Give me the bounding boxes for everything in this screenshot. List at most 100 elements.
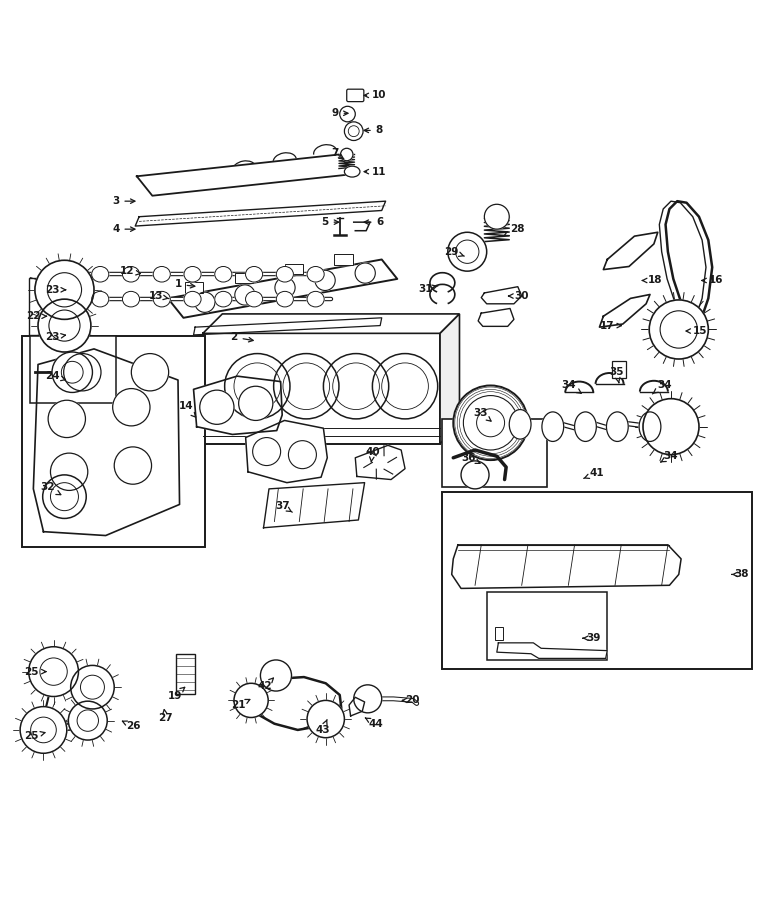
Circle shape [29, 647, 79, 697]
Polygon shape [203, 314, 460, 333]
Text: 25: 25 [25, 731, 45, 742]
Ellipse shape [215, 266, 232, 282]
Bar [284, 264, 303, 274]
Text: 21: 21 [231, 699, 250, 710]
Text: 11: 11 [364, 166, 386, 176]
Circle shape [224, 354, 290, 418]
Ellipse shape [245, 292, 263, 307]
Text: 7: 7 [331, 148, 344, 159]
Ellipse shape [277, 292, 294, 307]
Circle shape [340, 148, 353, 161]
Ellipse shape [92, 266, 109, 282]
Text: 32: 32 [40, 482, 61, 495]
Polygon shape [193, 376, 282, 435]
Text: 23: 23 [44, 332, 65, 342]
Circle shape [448, 232, 487, 271]
Ellipse shape [153, 292, 171, 307]
Polygon shape [245, 420, 327, 482]
Ellipse shape [575, 412, 597, 441]
Ellipse shape [122, 292, 139, 307]
Bar [442, 418, 548, 487]
Bar [487, 591, 608, 660]
Bar [175, 653, 195, 694]
Polygon shape [349, 698, 365, 716]
Circle shape [273, 354, 339, 418]
Bar [334, 255, 353, 266]
Polygon shape [604, 232, 657, 270]
Text: 26: 26 [122, 721, 140, 731]
Circle shape [52, 352, 93, 392]
Ellipse shape [307, 292, 324, 307]
Ellipse shape [307, 266, 324, 282]
Text: 24: 24 [44, 371, 65, 381]
Text: 28: 28 [504, 224, 524, 236]
Bar [442, 492, 752, 670]
Bar [23, 336, 205, 547]
Text: 34: 34 [661, 451, 679, 462]
Circle shape [132, 354, 169, 391]
Text: 42: 42 [258, 678, 273, 691]
Circle shape [307, 700, 344, 738]
Circle shape [51, 453, 88, 490]
Circle shape [35, 260, 94, 320]
Text: 8: 8 [364, 125, 383, 135]
Ellipse shape [542, 412, 564, 441]
Text: 3: 3 [112, 196, 135, 206]
Ellipse shape [277, 266, 294, 282]
Circle shape [372, 354, 438, 418]
Text: 34: 34 [561, 380, 581, 393]
Text: 40: 40 [365, 446, 379, 463]
Text: 34: 34 [653, 380, 672, 394]
Ellipse shape [509, 410, 531, 439]
Circle shape [64, 354, 101, 391]
Circle shape [643, 399, 699, 454]
Bar [185, 282, 203, 292]
Bar [185, 282, 203, 292]
Bar [234, 273, 253, 284]
Circle shape [344, 122, 363, 140]
Text: 16: 16 [702, 275, 724, 285]
FancyBboxPatch shape [347, 89, 364, 102]
Bar [334, 255, 353, 266]
Text: 4: 4 [112, 224, 135, 234]
Text: 39: 39 [583, 634, 601, 643]
Circle shape [48, 400, 86, 437]
Text: 31: 31 [418, 284, 438, 294]
Polygon shape [355, 446, 405, 480]
Text: 25: 25 [25, 667, 46, 677]
Ellipse shape [607, 412, 628, 441]
Text: 12: 12 [119, 266, 140, 276]
Circle shape [354, 685, 382, 713]
Circle shape [69, 701, 108, 740]
Ellipse shape [184, 292, 201, 307]
Polygon shape [481, 287, 522, 304]
Circle shape [20, 706, 67, 753]
Ellipse shape [184, 266, 201, 282]
Polygon shape [168, 259, 397, 318]
Text: 27: 27 [158, 709, 173, 724]
Polygon shape [600, 294, 650, 327]
Bar [495, 627, 503, 640]
Ellipse shape [153, 266, 171, 282]
Circle shape [71, 665, 115, 709]
Ellipse shape [215, 292, 232, 307]
Circle shape [113, 389, 150, 426]
Text: 19: 19 [167, 688, 185, 701]
Bar [234, 273, 253, 284]
Text: 30: 30 [509, 291, 529, 301]
Circle shape [323, 354, 389, 418]
Polygon shape [452, 544, 681, 589]
Circle shape [461, 461, 489, 489]
Text: 35: 35 [609, 367, 624, 382]
Text: 23: 23 [44, 284, 65, 295]
Circle shape [453, 385, 528, 460]
Text: 10: 10 [364, 90, 386, 101]
Text: 37: 37 [275, 501, 292, 512]
Text: 29: 29 [445, 247, 464, 256]
Text: 5: 5 [321, 217, 339, 227]
Bar [284, 264, 303, 274]
Circle shape [275, 277, 295, 298]
Polygon shape [263, 482, 365, 527]
Circle shape [485, 204, 509, 230]
Circle shape [288, 441, 316, 469]
